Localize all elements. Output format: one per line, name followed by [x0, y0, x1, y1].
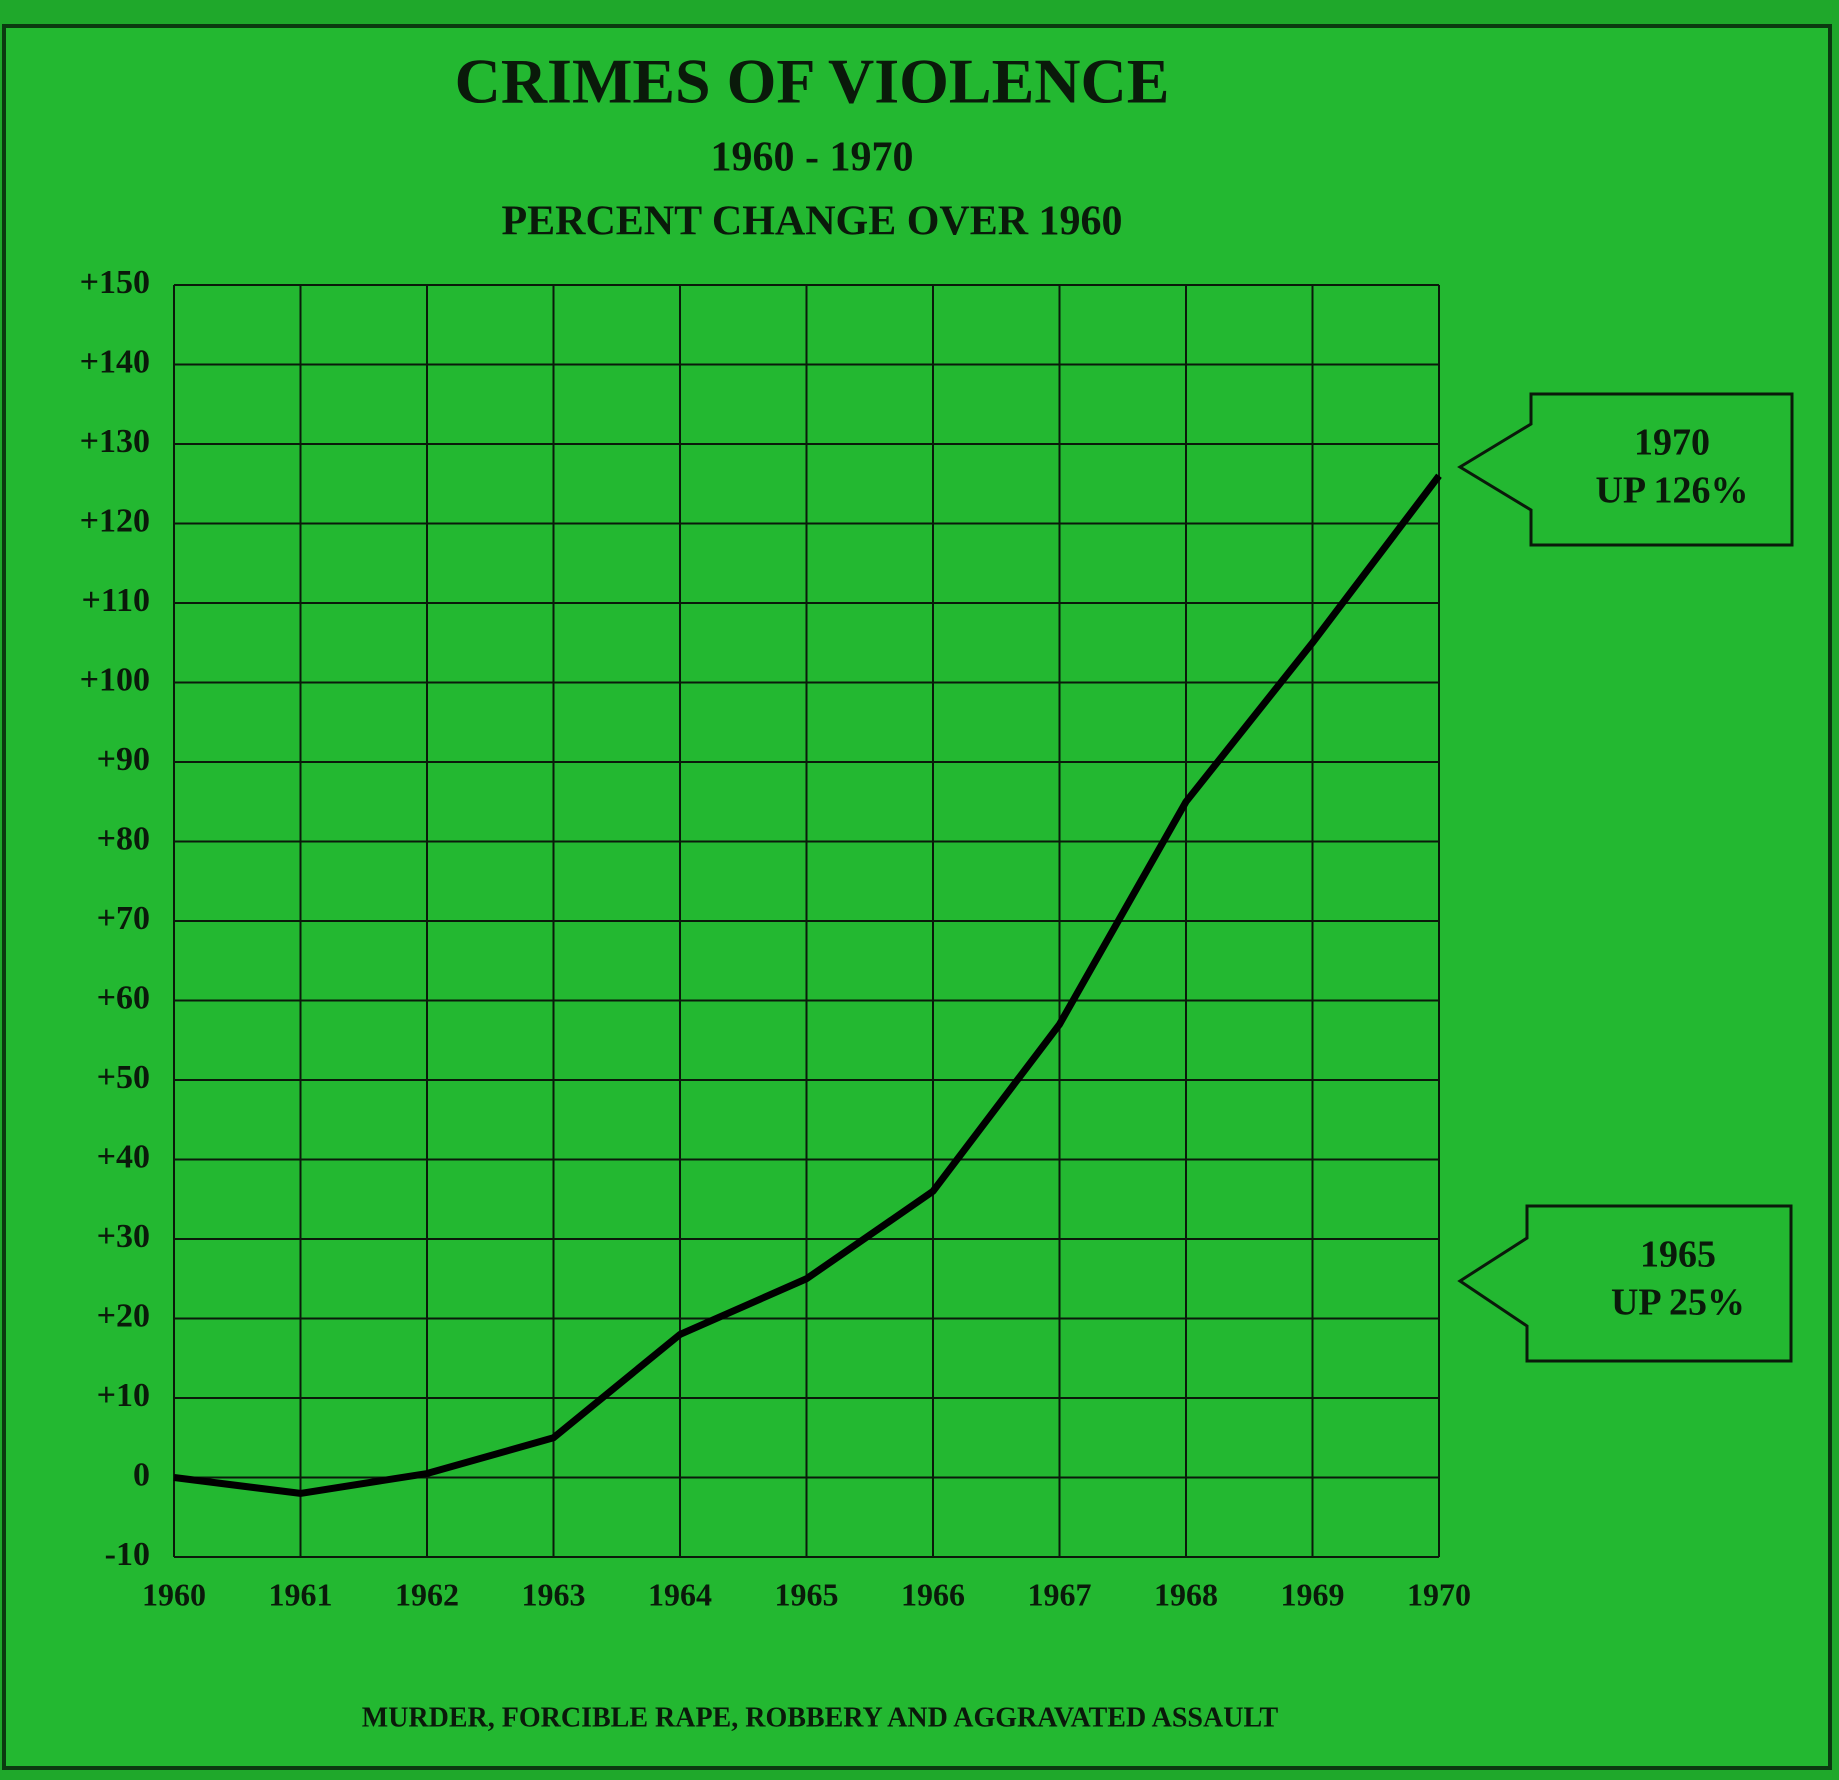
- x-tick-label: 1960: [142, 1576, 206, 1612]
- x-tick-label: 1969: [1281, 1576, 1345, 1612]
- x-tick-label: 1961: [269, 1576, 333, 1612]
- callout-box: [1457, 392, 1794, 547]
- x-tick-label: 1966: [901, 1576, 965, 1612]
- y-tick-label: -10: [105, 1536, 150, 1573]
- annotation: UP 25%: [1611, 1282, 1745, 1324]
- y-tick-label: +30: [97, 1218, 150, 1255]
- y-tick-label: +120: [80, 502, 150, 539]
- x-tick-label: 1968: [1154, 1576, 1218, 1612]
- annotation: UP 126%: [1595, 470, 1748, 512]
- y-tick-label: +40: [97, 1138, 150, 1175]
- y-tick-label: +130: [80, 423, 150, 460]
- y-tick-label: +80: [97, 820, 150, 857]
- y-tick-label: +110: [82, 582, 151, 619]
- y-tick-label: +90: [97, 741, 150, 778]
- callout: 1965 UP 25%: [1457, 1204, 1793, 1363]
- y-tick-label: +150: [80, 264, 150, 301]
- footnote: MURDER, FORCIBLE RAPE, ROBBERY AND AGGRA…: [362, 1702, 1279, 1733]
- x-tick-label: 1965: [775, 1576, 839, 1612]
- x-tick-label: 1963: [522, 1576, 586, 1612]
- x-tick-label: 1970: [1407, 1576, 1471, 1612]
- y-tick-label: 0: [133, 1456, 150, 1493]
- y-tick-label: +20: [97, 1297, 150, 1334]
- y-tick-label: +60: [97, 979, 150, 1016]
- x-tick-label: 1962: [395, 1576, 459, 1612]
- y-tick-label: +10: [97, 1377, 150, 1414]
- callout-box: [1457, 1204, 1793, 1363]
- background: [2, 24, 1832, 1770]
- y-tick-label: +100: [80, 661, 150, 698]
- annotation: 1970: [1634, 422, 1710, 464]
- chart-title: CRIMES OF VIOLENCE: [455, 46, 1170, 117]
- annotation: 1965: [1640, 1234, 1716, 1276]
- callout: 1970 UP 126%: [1457, 392, 1794, 547]
- subtitle: PERCENT CHANGE OVER 1960: [501, 199, 1122, 245]
- x-tick-label: 1964: [648, 1576, 712, 1612]
- y-tick-label: +140: [80, 343, 150, 380]
- data-line: [173, 473, 1442, 1497]
- x-tick-label: 1967: [1028, 1576, 1092, 1612]
- y-tick-label: +70: [97, 900, 150, 937]
- y-tick-label: +50: [97, 1059, 150, 1096]
- subtitle: 1960 - 1970: [711, 135, 914, 181]
